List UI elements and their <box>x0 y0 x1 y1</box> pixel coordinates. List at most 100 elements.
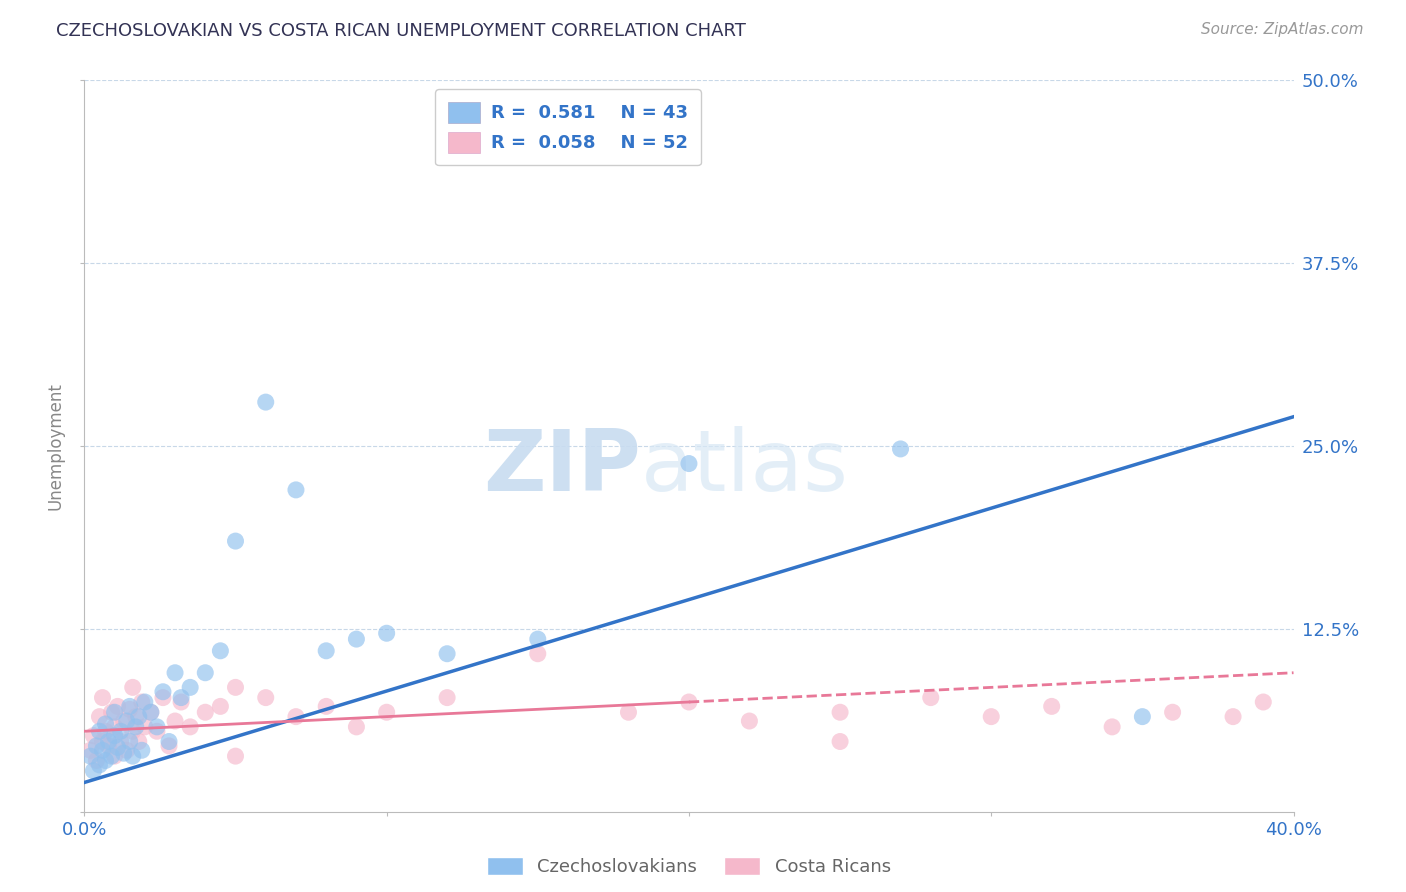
Point <box>139 705 162 719</box>
Point <box>97 739 120 753</box>
Point <box>125 709 148 723</box>
Point <box>157 734 180 748</box>
Point <box>89 724 111 739</box>
Point <box>285 483 308 497</box>
Point <box>179 681 201 695</box>
Point <box>375 626 398 640</box>
Point <box>107 740 129 755</box>
Point <box>346 720 368 734</box>
Point <box>104 720 127 734</box>
Point <box>170 690 193 705</box>
Point <box>94 754 117 768</box>
Point <box>104 749 127 764</box>
Point <box>209 699 232 714</box>
Y-axis label: Unemployment: Unemployment <box>46 382 65 510</box>
Point <box>118 702 141 716</box>
Point <box>1222 709 1244 723</box>
Point <box>315 699 337 714</box>
Point <box>107 699 129 714</box>
Legend: Czechoslovakians, Costa Ricans: Czechoslovakians, Costa Ricans <box>479 849 898 883</box>
Point <box>1253 695 1275 709</box>
Point <box>254 690 277 705</box>
Point <box>97 734 120 748</box>
Point <box>112 746 135 760</box>
Point <box>128 709 150 723</box>
Point <box>91 734 114 748</box>
Point <box>100 749 122 764</box>
Point <box>139 705 162 719</box>
Point <box>527 647 550 661</box>
Point <box>134 720 156 734</box>
Point <box>165 714 187 728</box>
Point <box>91 743 114 757</box>
Point <box>194 705 217 719</box>
Point <box>920 690 942 705</box>
Text: atlas: atlas <box>641 426 849 509</box>
Point <box>146 724 169 739</box>
Point <box>79 749 101 764</box>
Point <box>118 734 141 748</box>
Point <box>131 743 153 757</box>
Point <box>285 709 308 723</box>
Point <box>125 720 148 734</box>
Point <box>91 690 114 705</box>
Point <box>170 695 193 709</box>
Point <box>179 720 201 734</box>
Text: ZIP: ZIP <box>482 426 641 509</box>
Point <box>346 632 368 646</box>
Point <box>79 743 101 757</box>
Point <box>209 644 232 658</box>
Point <box>94 724 117 739</box>
Point <box>1130 709 1153 723</box>
Point <box>678 695 700 709</box>
Point <box>131 695 153 709</box>
Point <box>104 729 127 743</box>
Point <box>1040 699 1063 714</box>
Point <box>94 717 117 731</box>
Point <box>617 705 640 719</box>
Point <box>100 705 122 719</box>
Text: CZECHOSLOVAKIAN VS COSTA RICAN UNEMPLOYMENT CORRELATION CHART: CZECHOSLOVAKIAN VS COSTA RICAN UNEMPLOYM… <box>56 22 747 40</box>
Point <box>678 457 700 471</box>
Point <box>128 734 150 748</box>
Point <box>152 690 174 705</box>
Text: Source: ZipAtlas.com: Source: ZipAtlas.com <box>1201 22 1364 37</box>
Point <box>118 699 141 714</box>
Point <box>157 739 180 753</box>
Point <box>980 709 1002 723</box>
Point <box>112 714 135 728</box>
Point <box>375 705 398 719</box>
Point <box>527 632 550 646</box>
Point <box>1161 705 1184 719</box>
Point <box>86 739 108 753</box>
Point <box>104 705 127 719</box>
Point <box>121 749 143 764</box>
Point <box>830 705 852 719</box>
Point <box>1101 720 1123 734</box>
Point <box>110 724 132 739</box>
Point <box>225 749 247 764</box>
Point <box>315 644 337 658</box>
Point <box>254 395 277 409</box>
Point <box>436 690 458 705</box>
Point <box>436 647 458 661</box>
Point <box>225 534 247 549</box>
Point <box>738 714 761 728</box>
Point <box>225 681 247 695</box>
Point <box>121 724 143 739</box>
Point <box>121 681 143 695</box>
Point <box>110 734 132 748</box>
Point <box>115 714 138 728</box>
Point <box>89 758 111 772</box>
Point <box>89 709 111 723</box>
Point <box>890 442 912 456</box>
Point <box>165 665 187 680</box>
Point <box>152 685 174 699</box>
Point <box>134 695 156 709</box>
Point <box>146 720 169 734</box>
Point <box>82 729 104 743</box>
Point <box>86 754 108 768</box>
Point <box>82 764 104 778</box>
Point <box>115 743 138 757</box>
Point <box>830 734 852 748</box>
